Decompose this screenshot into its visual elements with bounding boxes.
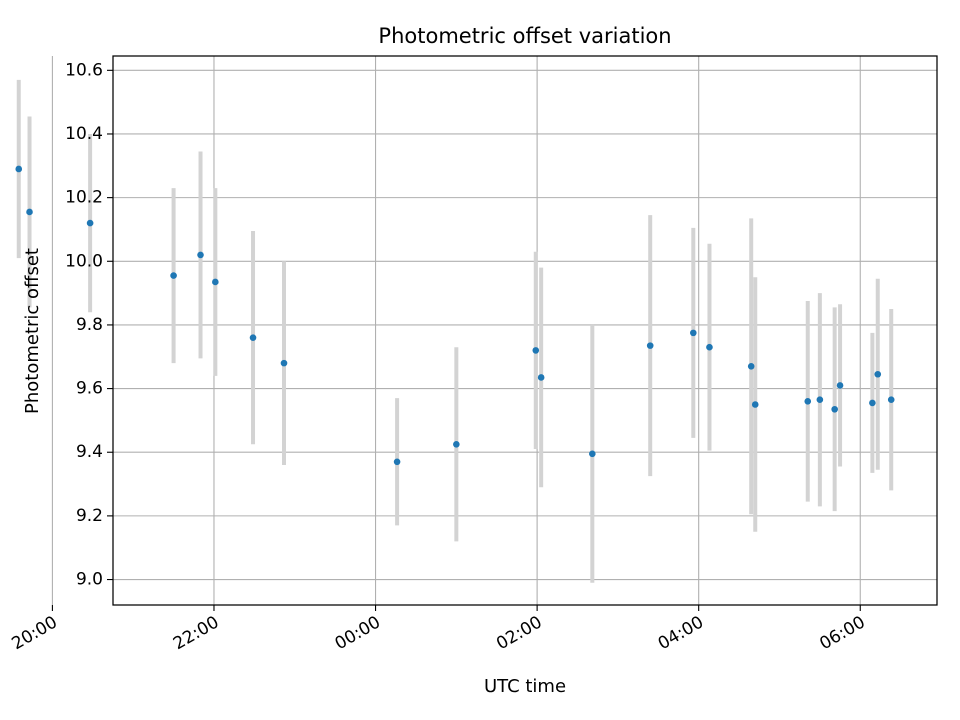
x-axis-label: UTC time — [484, 676, 566, 697]
y-tick-label: 9.6 — [76, 379, 103, 399]
data-point — [831, 405, 838, 413]
data-point — [537, 374, 545, 381]
y-tick-label: 10.2 — [65, 188, 103, 208]
y-tick-label: 10.0 — [65, 251, 103, 271]
data-point — [804, 398, 812, 405]
y-tick-label: 10.6 — [65, 60, 103, 80]
data-point — [15, 165, 23, 173]
data-point — [747, 363, 755, 370]
data-points — [15, 165, 895, 466]
data-point — [816, 396, 824, 404]
y-tick-label: 9.8 — [76, 315, 103, 335]
chart-title: Photometric offset variation — [378, 24, 671, 48]
data-point — [589, 450, 596, 458]
data-point — [751, 401, 759, 408]
y-tick-label: 9.4 — [76, 442, 103, 462]
y-tick-label: 9.2 — [76, 506, 103, 526]
data-point — [249, 334, 257, 341]
data-point — [836, 382, 844, 389]
data-point — [532, 347, 540, 354]
data-point — [706, 343, 713, 351]
data-point — [646, 342, 654, 349]
data-point — [887, 396, 895, 404]
plot-area-frame — [112, 55, 938, 606]
data-point — [453, 440, 460, 448]
data-point — [212, 278, 219, 286]
data-point — [26, 208, 33, 216]
grid — [51, 56, 937, 605]
data-point — [690, 329, 697, 337]
y-axis-label: Photometric offset — [22, 248, 43, 414]
y-tick-label: 10.4 — [65, 124, 103, 144]
data-point — [874, 370, 882, 378]
data-point — [280, 359, 288, 367]
data-point — [869, 399, 876, 407]
y-tick-label: 9.0 — [76, 570, 103, 590]
data-point — [197, 251, 204, 259]
y-axis-ticks: 9.0 9.2 9.4 9.6 9.8 10.0 10.2 10.4 10.6 — [65, 60, 113, 590]
data-point — [170, 272, 177, 279]
data-point — [86, 219, 94, 227]
data-point — [393, 458, 401, 466]
